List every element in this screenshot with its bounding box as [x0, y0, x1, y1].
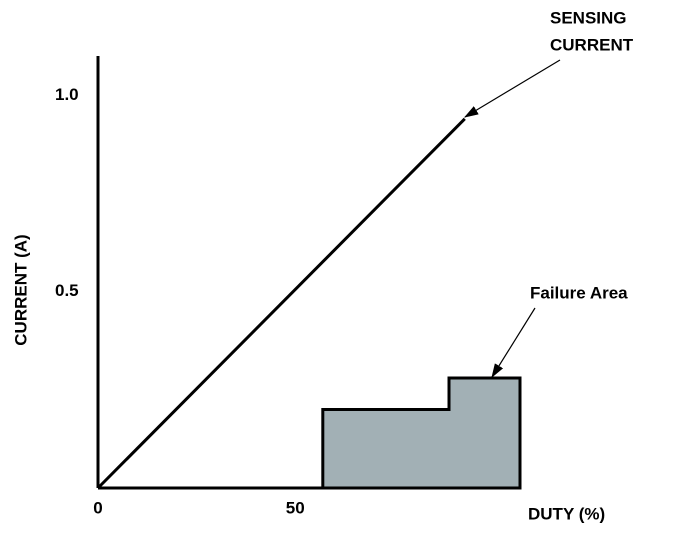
annotation: SENSING [550, 8, 627, 27]
x-axis-label: DUTY (%) [528, 504, 605, 523]
y-axis-label: CURRENT (A) [11, 234, 30, 345]
annotation: Failure Area [530, 283, 628, 302]
annotation: CURRENT [550, 35, 634, 54]
annotation-arrow [491, 307, 536, 379]
sensing-current-line [96, 117, 466, 490]
x-tick-label: 50 [286, 498, 305, 517]
y-tick-label: 0.5 [55, 281, 79, 300]
y-tick-label: 1.0 [55, 85, 79, 104]
failure-area [321, 376, 522, 490]
x-tick-label: 0 [93, 498, 102, 517]
annotation-arrow [463, 59, 561, 118]
